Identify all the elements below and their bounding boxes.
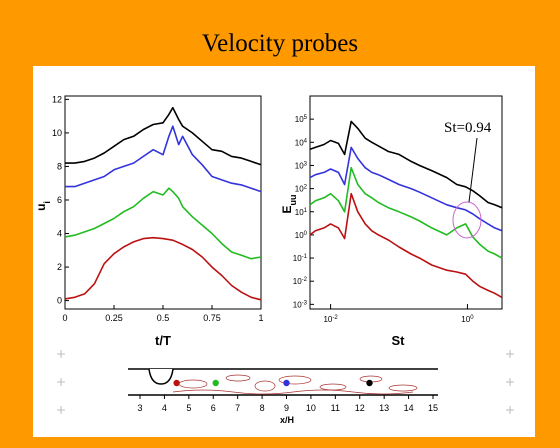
velocity-y-tick-label: 0 [57, 296, 62, 306]
velocity-x-tick-label: 1 [258, 313, 263, 323]
spectrum-series-line [309, 146, 503, 232]
spectrum-plot-frame [309, 95, 503, 310]
spectrum-y-tick-label: 10-1 [293, 254, 308, 263]
channel-x-tick-label: 12 [355, 403, 365, 413]
spectrum-chart: 10-2 100 105 104 103 102 101 100 10-1 10-2 10-3 St… [280, 95, 503, 348]
channel-x-tick-label: 14 [404, 403, 414, 413]
velocity-xlabel: t/T [155, 333, 171, 348]
velocity-series-line [64, 236, 262, 301]
channel-cavity [148, 368, 174, 385]
velocity-series-line [65, 125, 262, 193]
velocity-x-tick-label: 0.25 [105, 313, 123, 323]
velocity-y-tick-label: 4 [57, 229, 62, 239]
channel-x-tick-label: 7 [235, 403, 240, 413]
plus-marker [57, 378, 65, 386]
spectrum-y-tick-label: 105 [295, 115, 308, 124]
plus-marker [506, 378, 514, 386]
channel-x-tick-label: 8 [260, 403, 265, 413]
probe-marker [212, 379, 219, 387]
channel-x-tick-label: 5 [186, 403, 191, 413]
velocity-x-tick-label: 0.75 [203, 313, 221, 323]
channel-xlabel: x/H [280, 415, 294, 425]
plus-markers [57, 350, 514, 414]
plus-marker [506, 406, 514, 414]
probe-marker [283, 379, 290, 387]
spectrum-y-tick-label: 103 [295, 161, 308, 170]
channel-x-tick-label: 9 [284, 403, 289, 413]
spectrum-x-tick-label: 10-2 [323, 315, 338, 324]
velocity-series-line [64, 187, 262, 260]
channel-x-tick-label: 10 [306, 403, 316, 413]
spectrum-y-tick-label: 104 [295, 138, 308, 147]
figure-panel: 0 0.25 0.5 0.75 1 0 2 4 6 8 10 12 t/T ui 10-2 100 105… [33, 66, 535, 437]
velocity-y-tick-label: 10 [52, 128, 62, 138]
plus-marker [506, 350, 514, 358]
spectrum-series-line [309, 192, 503, 299]
velocity-y-tick-label: 12 [52, 94, 62, 104]
velocity-y-tick-label: 2 [57, 262, 62, 272]
spectrum-y-tick-label: 100 [295, 231, 308, 240]
velocity-y-tick-label: 8 [57, 161, 62, 171]
spectrum-series-line [309, 120, 503, 209]
velocity-x-tick-label: 0.5 [157, 313, 170, 323]
spectrum-y-tick-label: 102 [295, 185, 308, 194]
channel-x-tick-label: 15 [428, 403, 438, 413]
probe-marker [366, 379, 373, 387]
velocity-series-line [65, 106, 262, 166]
slide-title: Velocity probes [201, 30, 359, 57]
channel-x-tick-label: 3 [137, 403, 142, 413]
velocity-plot-frame [64, 95, 262, 310]
velocity-x-tick-label: 0 [62, 313, 67, 323]
channel-diagram: 3 4 5 6 7 8 9 10 11 12 13 14 15 x/H [128, 368, 438, 425]
channel-x-tick-label: 4 [162, 403, 167, 413]
spectrum-ylabel: Euu [280, 194, 298, 213]
probe-marker [173, 379, 180, 387]
channel-x-tick-label: 11 [331, 403, 340, 413]
st-annotation-pointer [468, 137, 478, 203]
plus-marker [57, 350, 65, 358]
st-annotation-ellipse [452, 201, 482, 239]
spectrum-xlabel: St [392, 333, 406, 348]
vortex-contours [172, 374, 418, 395]
channel-x-tick-label: 13 [379, 403, 389, 413]
velocity-y-tick-label: 6 [57, 195, 62, 205]
spectrum-x-tick-label: 100 [461, 315, 474, 324]
spectrum-series-line [309, 166, 503, 259]
spectrum-y-tick-label: 10-2 [293, 277, 308, 286]
plus-marker [57, 406, 65, 414]
spectrum-y-tick-label: 101 [295, 208, 308, 217]
velocity-ylabel: ui [34, 201, 52, 211]
st-annotation-text: St=0.94 [444, 120, 492, 136]
spectrum-y-tick-label: 10-3 [293, 300, 308, 309]
channel-x-tick-label: 6 [211, 403, 216, 413]
